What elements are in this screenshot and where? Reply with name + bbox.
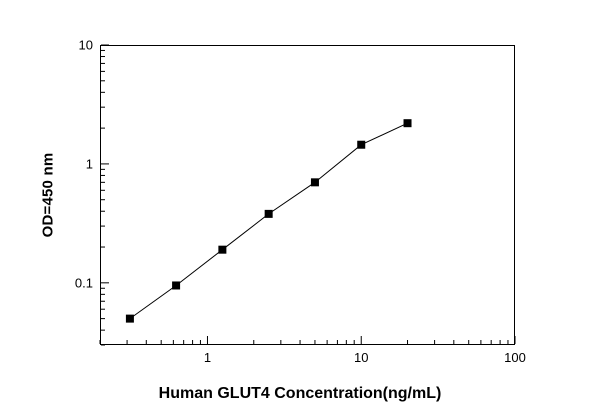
plot-frame <box>100 45 515 345</box>
data-point-marker <box>403 119 412 128</box>
x-tick-label: 100 <box>504 350 526 365</box>
y-tick-label: 1 <box>86 156 93 171</box>
x-axis-title: Human GLUT4 Concentration(ng/mL) <box>158 385 442 402</box>
y-tick-label: 10 <box>79 38 93 53</box>
data-point-marker <box>264 209 273 218</box>
data-point-marker <box>218 245 227 254</box>
data-point-marker <box>357 140 366 149</box>
x-tick-label: 10 <box>354 350 368 365</box>
x-tick-label: 1 <box>204 350 211 365</box>
series-line <box>129 122 408 320</box>
data-point-marker <box>172 281 181 290</box>
y-axis-label: OD=450 nm <box>39 152 57 238</box>
y-tick-label: 0.1 <box>75 275 93 290</box>
data-point-marker <box>125 314 134 323</box>
data-point-marker <box>310 178 319 187</box>
